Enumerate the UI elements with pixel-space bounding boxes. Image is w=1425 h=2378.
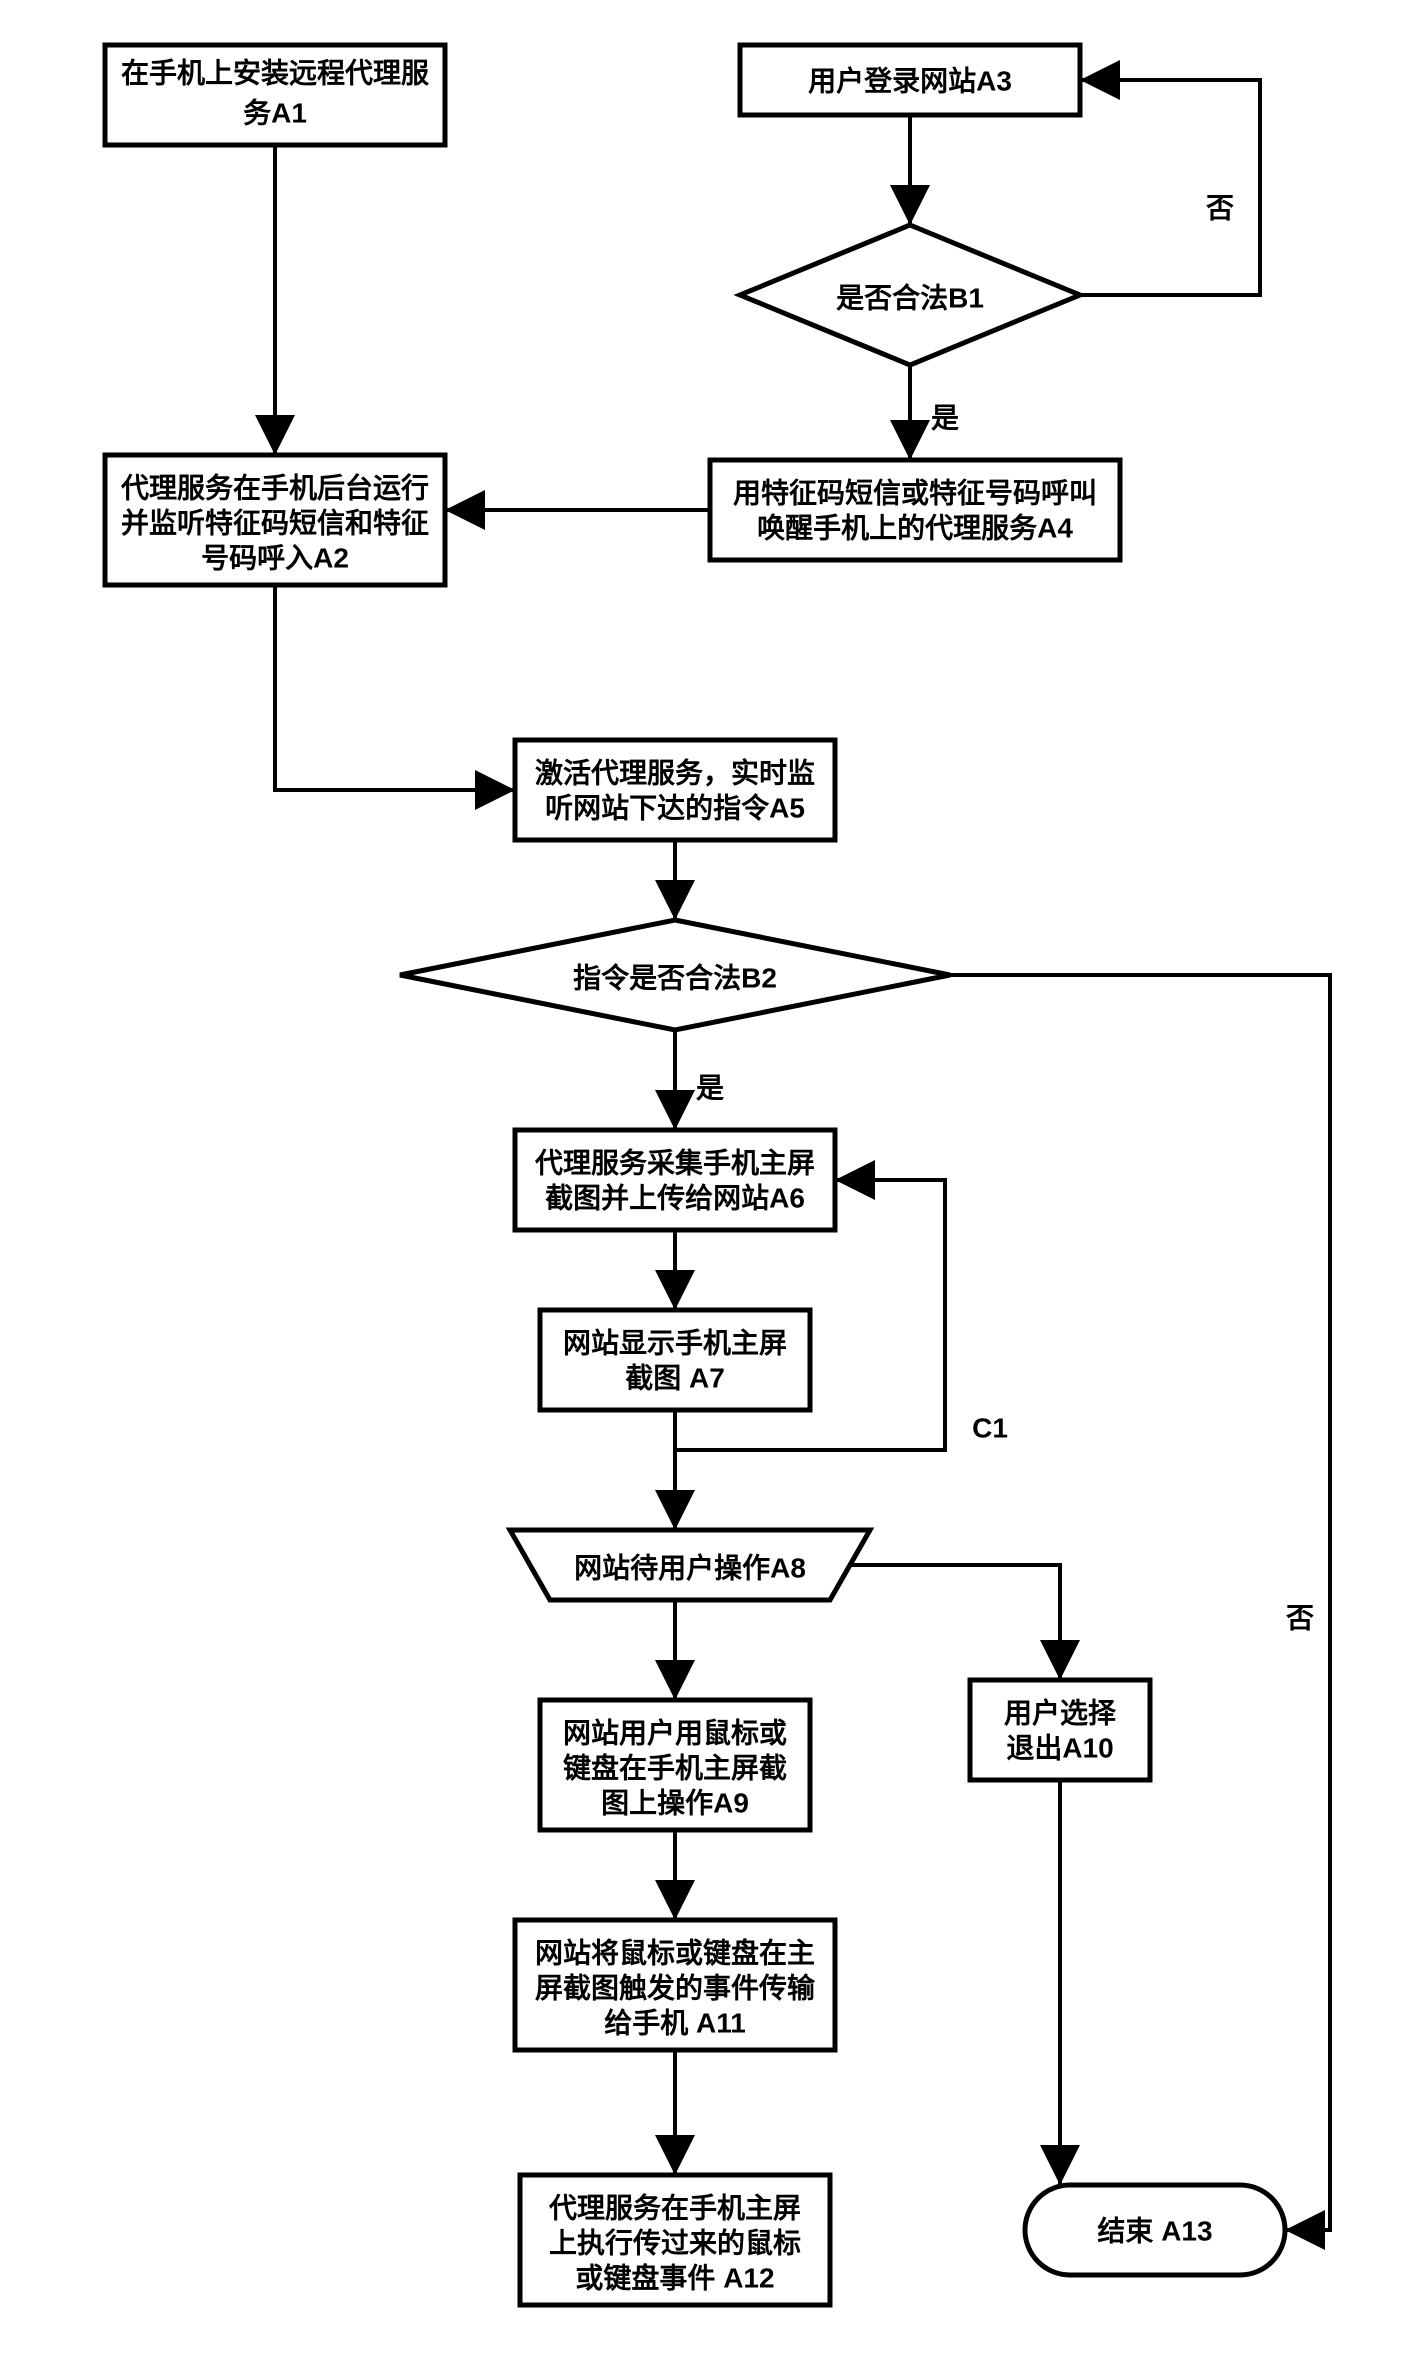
label-b1-no: 否	[1206, 192, 1234, 223]
node-a12-line1: 代理服务在手机主屏	[548, 2192, 801, 2223]
node-a11-line3: 给手机 A11	[604, 2007, 746, 2038]
node-a8-line1: 网站待用户操作A8	[574, 1551, 806, 1583]
node-a10-line2: 退出A10	[1006, 1732, 1113, 1763]
edge-a2-a5	[275, 585, 515, 790]
node-a11: 网站将鼠标或键盘在主 屏截图触发的事件传输 给手机 A11	[515, 1920, 835, 2050]
node-a2-line1: 代理服务在手机后台运行	[120, 471, 429, 503]
node-a7-line1: 网站显示手机主屏	[563, 1327, 787, 1358]
node-a11-line2: 屏截图触发的事件传输	[535, 1971, 816, 2003]
label-c1: C1	[972, 1412, 1008, 1443]
node-a3: 用户登录网站A3	[740, 45, 1080, 115]
node-a4-line1: 用特征码短信或特征号码呼叫	[733, 477, 1097, 508]
node-b2-line1: 指令是否合法B2	[573, 961, 777, 993]
node-b2: 指令是否合法B2	[400, 920, 950, 1030]
node-a12-line2: 上执行传过来的鼠标	[549, 2226, 801, 2258]
node-a6: 代理服务采集手机主屏 截图并上传给网站A6	[515, 1130, 835, 1230]
node-a2: 代理服务在手机后台运行 并监听特征码短信和特征 号码呼入A2	[105, 455, 445, 585]
node-a13-line1: 结束 A13	[1097, 2215, 1212, 2246]
node-a4: 用特征码短信或特征号码呼叫 唤醒手机上的代理服务A4	[710, 460, 1120, 560]
node-a9-line1: 网站用户用鼠标或	[563, 1716, 787, 1748]
node-b1-line1: 是否合法B1	[836, 281, 984, 313]
node-a7-line2: 截图 A7	[625, 1362, 725, 1393]
node-a9-line3: 图上操作A9	[601, 1787, 749, 1818]
node-a1: 在手机上安装远程代理服 务A1	[105, 45, 445, 145]
edge-b2-no	[950, 975, 1330, 2230]
node-a1-line2: 务A1	[243, 97, 307, 128]
node-a12: 代理服务在手机主屏 上执行传过来的鼠标 或键盘事件 A12	[520, 2175, 830, 2305]
node-a5: 激活代理服务，实时监 听网站下达的指令A5	[515, 740, 835, 840]
node-a11-line1: 网站将鼠标或键盘在主	[535, 1936, 815, 1968]
node-a6-line2: 截图并上传给网站A6	[545, 1182, 805, 1213]
node-a1-line1: 在手机上安装远程代理服	[121, 57, 430, 88]
node-a10: 用户选择 退出A10	[970, 1680, 1150, 1780]
node-a9-line2: 键盘在手机主屏截	[563, 1751, 787, 1783]
node-a10-line1: 用户选择	[1004, 1696, 1117, 1728]
node-a2-line2: 并监听特征码短信和特征	[121, 507, 429, 538]
label-b2-yes: 是	[696, 1072, 724, 1103]
label-b2-no: 否	[1286, 1602, 1314, 1633]
flowchart-svg: 在手机上安装远程代理服 务A1 用户登录网站A3 是否合法B1 用特征码短信或特…	[0, 0, 1425, 2378]
node-a6-line1: 代理服务采集手机主屏	[534, 1147, 815, 1178]
edge-b1-no	[1080, 80, 1260, 295]
node-a2-line3: 号码呼入A2	[201, 542, 349, 573]
node-a13: 结束 A13	[1025, 2185, 1285, 2275]
node-a12-line3: 或键盘事件 A12	[575, 2261, 774, 2293]
node-a5-line2: 听网站下达的指令A5	[545, 791, 805, 823]
edge-a8-a10	[850, 1565, 1060, 1680]
node-a9: 网站用户用鼠标或 键盘在手机主屏截 图上操作A9	[540, 1700, 810, 1830]
node-a7: 网站显示手机主屏 截图 A7	[540, 1310, 810, 1410]
node-a8: 网站待用户操作A8	[510, 1530, 870, 1600]
node-b1: 是否合法B1	[740, 225, 1080, 365]
node-a3-line1: 用户登录网站A3	[808, 64, 1012, 96]
label-b1-yes: 是	[931, 402, 959, 433]
node-a4-line2: 唤醒手机上的代理服务A4	[757, 511, 1073, 543]
node-a5-line1: 激活代理服务，实时监	[535, 756, 815, 788]
